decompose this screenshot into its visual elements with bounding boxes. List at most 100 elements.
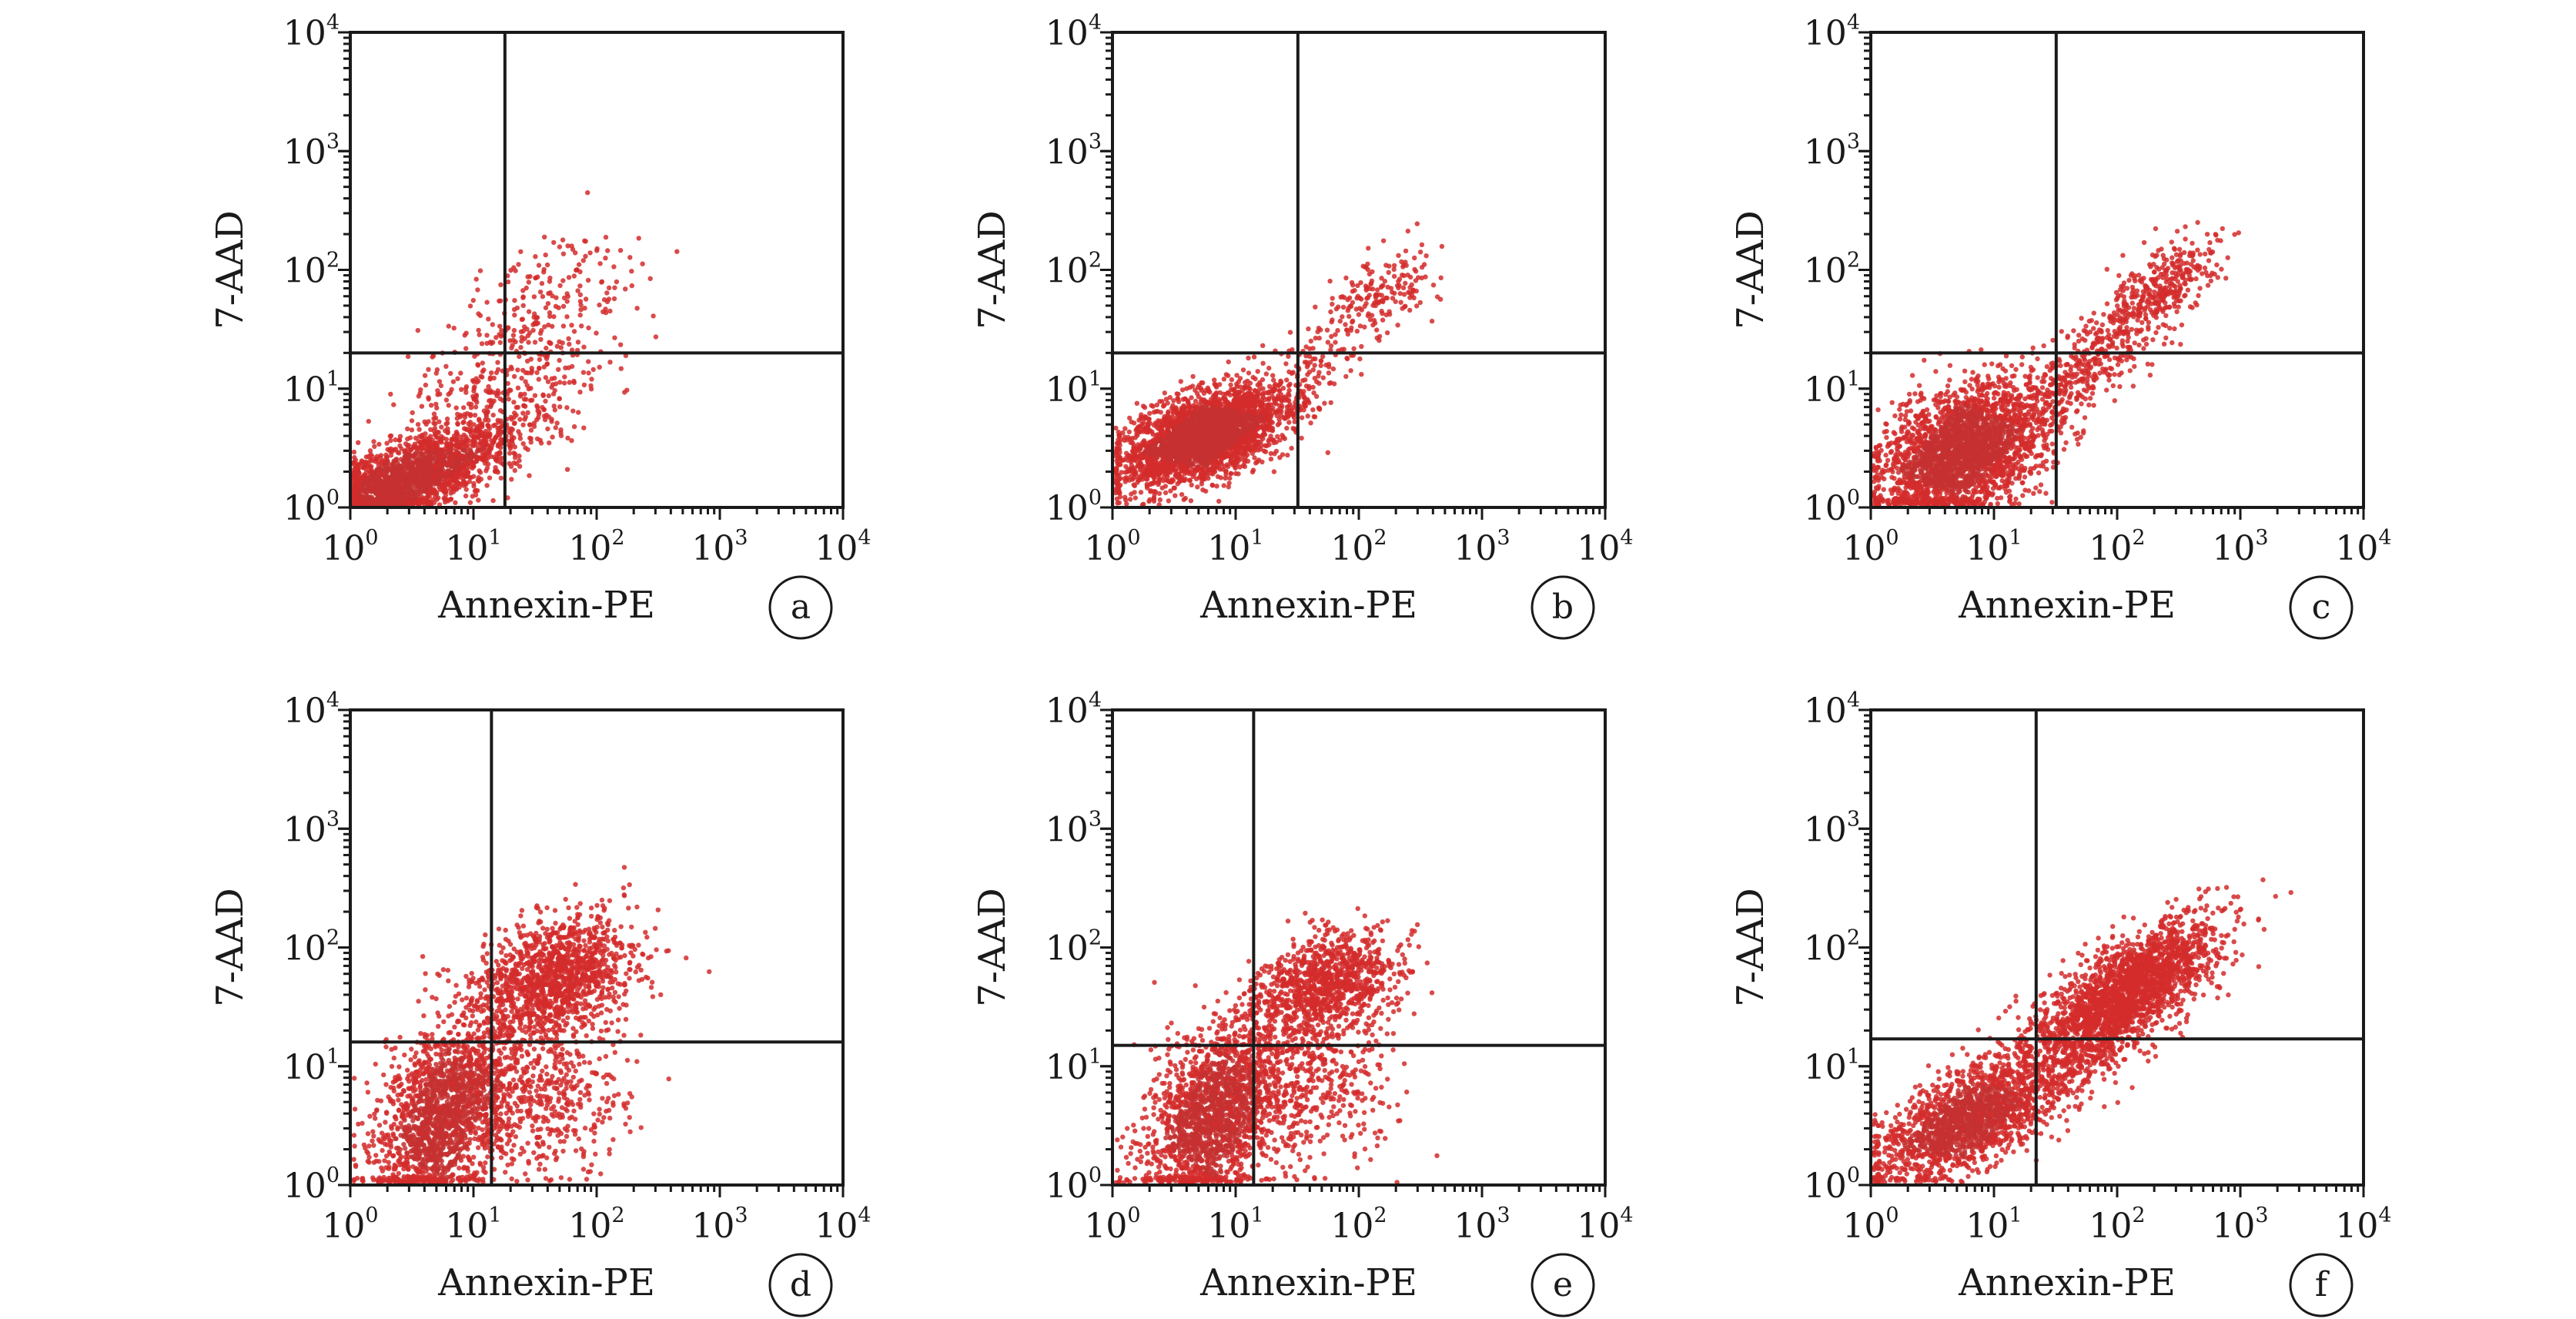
data-point: [511, 400, 517, 405]
data-point: [511, 327, 517, 333]
y-tick-label: 101: [283, 367, 340, 410]
data-point: [1260, 390, 1266, 397]
data-point: [538, 440, 544, 446]
panel-label: a: [791, 588, 811, 627]
data-point: [486, 434, 492, 440]
data-point: [433, 480, 439, 486]
data-point: [612, 335, 617, 340]
data-point: [437, 461, 443, 467]
data-point: [1285, 452, 1290, 458]
data-point: [463, 384, 470, 390]
data-point: [1203, 488, 1209, 494]
data-point: [554, 295, 559, 300]
data-point: [520, 294, 526, 300]
data-point: [426, 397, 431, 402]
data-point: [437, 379, 443, 384]
data-point: [449, 387, 454, 392]
panel-a: 100 101 102 103 104100101102103104Annexin-PE…: [209, 11, 871, 640]
data-point: [371, 439, 376, 444]
data-point: [449, 471, 454, 477]
data-point: [597, 364, 602, 370]
data-point: [1173, 493, 1178, 498]
data-point: [479, 341, 485, 346]
data-point: [405, 353, 411, 360]
data-point: [605, 248, 611, 253]
data-point: [586, 359, 591, 364]
data-point: [520, 328, 526, 334]
data-point: [1216, 498, 1222, 504]
data-point: [528, 427, 534, 433]
data-point: [603, 306, 608, 312]
data-point: [512, 298, 517, 303]
data-point: [554, 420, 560, 426]
data-point: [498, 475, 503, 481]
data-point: [574, 267, 580, 273]
data-point: [484, 340, 490, 346]
data-point: [507, 460, 512, 467]
data-point: [383, 469, 389, 474]
data-point: [387, 479, 393, 485]
data-point: [583, 253, 588, 259]
data-point: [438, 383, 444, 389]
data-point: [589, 377, 594, 382]
data-point: [454, 481, 460, 487]
data-point: [493, 370, 500, 376]
data-point: [529, 366, 534, 371]
data-point: [534, 436, 540, 442]
data-point: [618, 366, 624, 371]
data-point: [520, 316, 525, 322]
data-point: [551, 239, 557, 246]
data-point: [419, 403, 425, 409]
data-point: [1140, 403, 1146, 409]
data-point: [491, 375, 497, 381]
data-point: [579, 323, 584, 329]
data-point: [477, 468, 482, 474]
data-point: [1282, 436, 1288, 441]
data-point: [629, 269, 634, 274]
data-point: [386, 464, 391, 469]
data-point: [472, 384, 477, 390]
data-point: [402, 457, 408, 463]
x-tick-label: 101: [445, 526, 501, 568]
data-point: [423, 382, 429, 388]
data-point: [431, 428, 437, 434]
data-point: [354, 473, 360, 479]
data-point: [576, 262, 582, 267]
data-point: [455, 420, 460, 427]
data-point: [423, 421, 429, 427]
data-point: [443, 421, 449, 427]
data-point: [454, 416, 460, 421]
data-point: [396, 482, 402, 488]
data-point: [569, 323, 574, 328]
data-point: [530, 327, 536, 333]
data-point: [454, 431, 460, 437]
data-point: [526, 280, 531, 285]
data-point: [376, 441, 382, 447]
data-point: [512, 313, 517, 318]
data-point: [519, 376, 524, 381]
data-point: [547, 340, 553, 346]
data-point: [581, 344, 587, 350]
data-point: [565, 243, 570, 249]
data-point: [439, 434, 444, 440]
data-point: [520, 422, 526, 427]
data-point: [392, 467, 397, 472]
data-point: [393, 457, 400, 462]
data-point: [566, 336, 571, 341]
data-point: [522, 336, 527, 341]
data-point: [410, 498, 415, 504]
data-point: [606, 296, 612, 302]
data-point: [578, 302, 584, 308]
data-point: [557, 404, 563, 410]
data-point: [536, 411, 542, 417]
data-point: [372, 444, 377, 449]
data-point: [1134, 400, 1140, 406]
data-point: [405, 436, 410, 442]
data-point: [463, 346, 469, 351]
data-point: [466, 421, 471, 427]
data-point: [586, 370, 591, 376]
data-point: [409, 418, 415, 423]
data-point: [476, 327, 481, 333]
data-point: [629, 283, 634, 289]
data-point: [417, 477, 423, 484]
